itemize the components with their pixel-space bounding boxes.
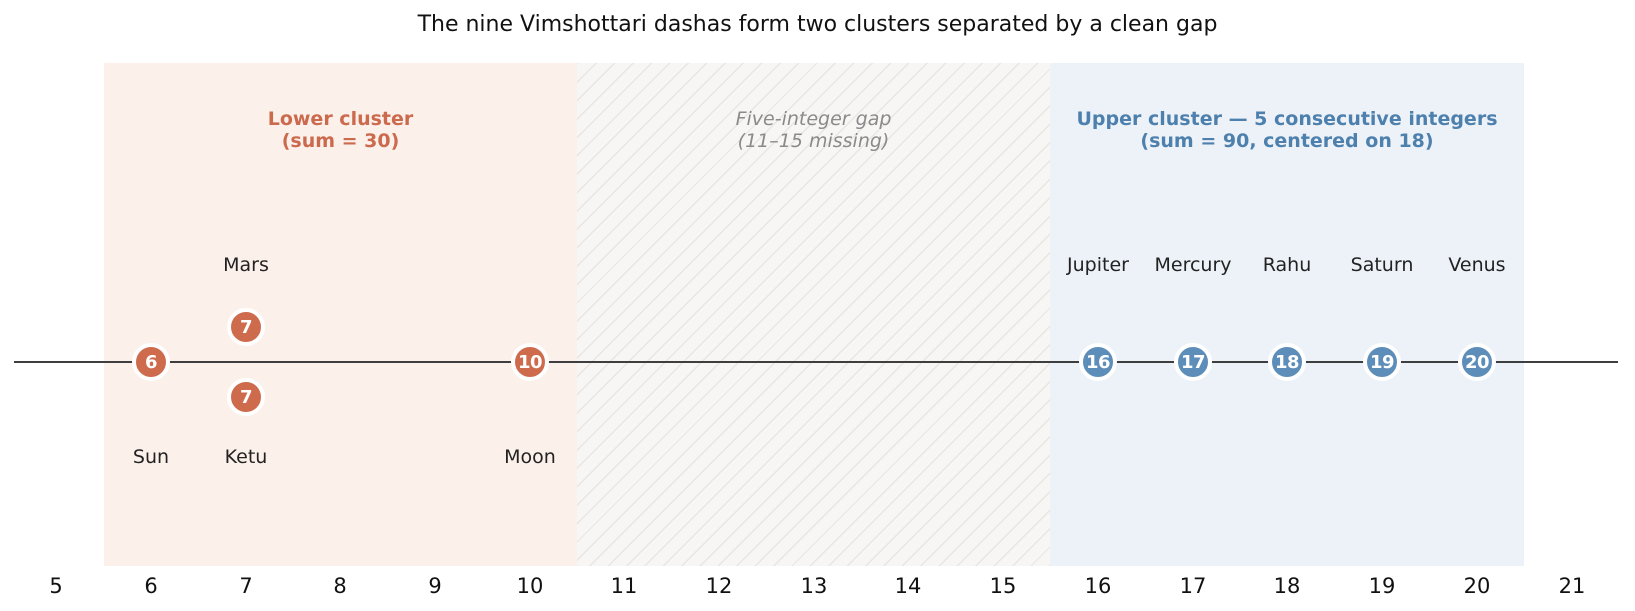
data-point-value: 16 — [1085, 351, 1111, 373]
planet-label-jupiter: Jupiter — [1067, 254, 1129, 276]
planet-label-venus: Venus — [1448, 254, 1506, 276]
annotation-line: (sum = 30) — [281, 130, 400, 152]
upper-cluster-band — [1050, 63, 1524, 566]
planet-label-ketu: Ketu — [224, 446, 268, 468]
x-tick-6: 6 — [144, 574, 158, 598]
planet-label-rahu: Rahu — [1262, 254, 1312, 276]
data-point-value: 6 — [144, 351, 158, 373]
annotation-line: (11–15 missing) — [737, 130, 890, 152]
data-point-mercury: 17 — [1174, 343, 1212, 381]
x-tick-13: 13 — [800, 574, 828, 598]
x-tick-9: 9 — [428, 574, 442, 598]
data-point-rahu: 18 — [1268, 343, 1306, 381]
data-point-value: 17 — [1180, 351, 1206, 373]
planet-label-mercury: Mercury — [1154, 254, 1232, 276]
x-tick-15: 15 — [989, 574, 1017, 598]
x-tick-11: 11 — [610, 574, 638, 598]
x-tick-14: 14 — [894, 574, 922, 598]
lower-cluster-band — [104, 63, 577, 566]
x-tick-12: 12 — [705, 574, 733, 598]
planet-label-saturn: Saturn — [1350, 254, 1414, 276]
data-point-jupiter: 16 — [1079, 343, 1117, 381]
x-tick-21: 21 — [1558, 574, 1586, 598]
number-line-axis — [14, 361, 1618, 363]
gap-band — [577, 63, 1050, 566]
x-tick-18: 18 — [1273, 574, 1301, 598]
planet-label-sun: Sun — [132, 446, 170, 468]
x-tick-5: 5 — [49, 574, 63, 598]
x-tick-8: 8 — [333, 574, 347, 598]
data-point-value: 19 — [1369, 351, 1395, 373]
annotation-line: Lower cluster — [267, 108, 414, 130]
data-point-value: 7 — [239, 316, 253, 338]
data-point-value: 18 — [1274, 351, 1300, 373]
data-point-mars: 7 — [227, 308, 265, 346]
data-point-saturn: 19 — [1363, 343, 1401, 381]
gap-annotation: Five-integer gap (11–15 missing) — [577, 108, 1050, 152]
data-point-value: 20 — [1464, 351, 1490, 373]
annotation-line: Five-integer gap — [735, 108, 892, 130]
x-tick-16: 16 — [1084, 574, 1112, 598]
data-point-venus: 20 — [1458, 343, 1496, 381]
planet-label-moon: Moon — [504, 446, 556, 468]
upper-cluster-annotation: Upper cluster — 5 consecutive integers (… — [1050, 108, 1524, 152]
lower-cluster-annotation: Lower cluster (sum = 30) — [104, 108, 577, 152]
annotation-line: (sum = 90, centered on 18) — [1140, 130, 1434, 152]
x-tick-7: 7 — [239, 574, 253, 598]
x-tick-19: 19 — [1368, 574, 1396, 598]
x-tick-10: 10 — [516, 574, 544, 598]
annotation-line: Upper cluster — 5 consecutive integers — [1076, 108, 1498, 130]
planet-label-mars: Mars — [223, 254, 269, 276]
chart-title: The nine Vimshottari dashas form two clu… — [417, 12, 1218, 37]
x-tick-17: 17 — [1179, 574, 1207, 598]
data-point-value: 7 — [239, 386, 253, 408]
data-point-sun: 6 — [132, 343, 170, 381]
data-point-moon: 10 — [511, 343, 549, 381]
data-point-ketu: 7 — [227, 378, 265, 416]
data-point-value: 10 — [517, 351, 543, 373]
x-tick-20: 20 — [1463, 574, 1491, 598]
